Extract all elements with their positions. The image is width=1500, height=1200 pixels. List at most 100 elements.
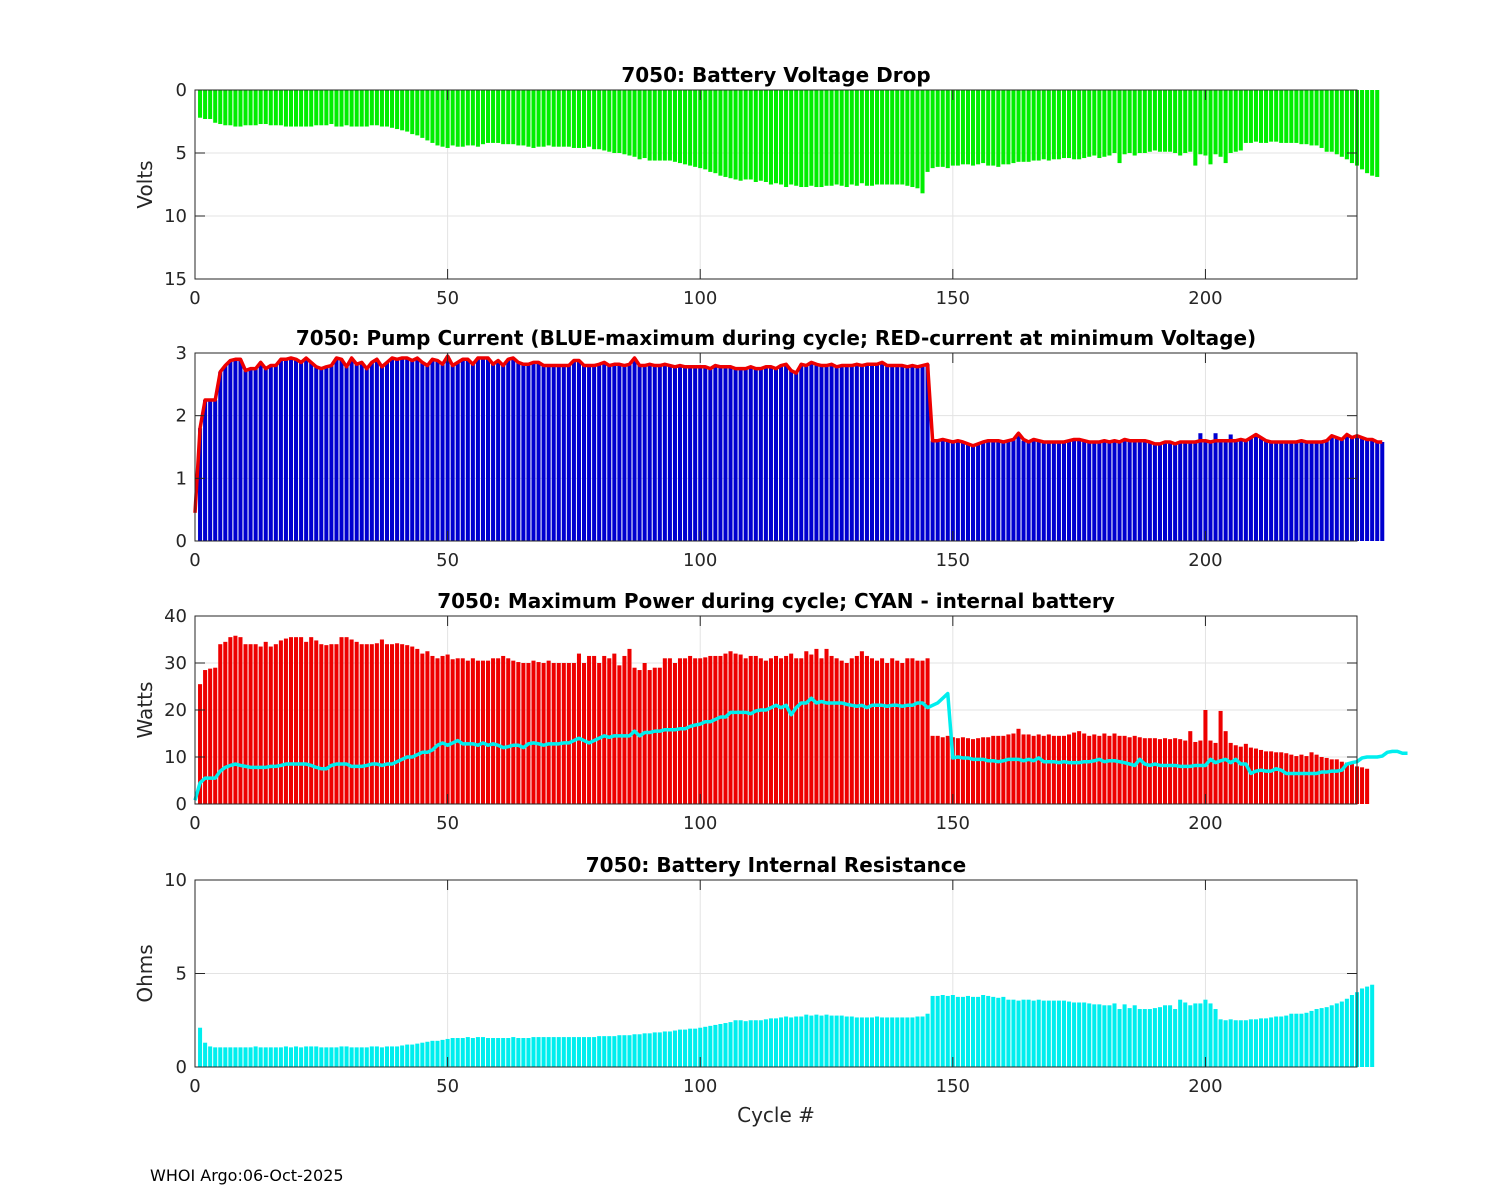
bar — [789, 370, 794, 541]
bar — [1334, 759, 1339, 804]
bar — [1188, 90, 1193, 152]
bar — [1087, 735, 1092, 804]
bar — [420, 653, 425, 804]
bar — [991, 90, 996, 166]
bar — [354, 90, 359, 127]
bar — [288, 90, 294, 127]
bar — [976, 996, 981, 1068]
chart-panel-2: 0 50 100 150 200 0 1 2 3 7050: Pump Current (BLUE… — [176, 326, 1385, 571]
bar — [1203, 440, 1208, 541]
bar — [1198, 433, 1203, 541]
bar — [738, 90, 743, 181]
bar — [1163, 441, 1168, 541]
bar — [541, 90, 546, 147]
bar — [672, 663, 677, 804]
bar — [1021, 999, 1026, 1067]
bar — [718, 655, 723, 804]
bar — [213, 90, 218, 123]
bar — [607, 365, 612, 541]
bar — [1097, 441, 1102, 541]
bar — [1253, 434, 1258, 541]
bar — [379, 1047, 384, 1067]
bar — [420, 1042, 425, 1067]
bar — [405, 645, 410, 804]
bar — [768, 90, 773, 185]
bar — [1208, 1003, 1213, 1067]
bar — [541, 663, 546, 804]
bar — [981, 995, 986, 1067]
bar — [915, 660, 920, 804]
bar — [218, 90, 223, 125]
bar — [981, 90, 986, 164]
bar — [430, 1040, 435, 1067]
bar — [945, 440, 950, 541]
bar — [455, 1038, 460, 1067]
bar — [1152, 443, 1157, 541]
bar — [1289, 441, 1294, 541]
y-tick-label: 1 — [176, 468, 187, 489]
bar — [238, 359, 243, 541]
bar — [253, 1046, 258, 1067]
bar — [819, 365, 824, 541]
bar — [733, 368, 738, 541]
bar — [708, 1025, 713, 1067]
bar — [1067, 90, 1072, 159]
bar — [996, 735, 1001, 804]
bar — [1309, 441, 1314, 541]
bar — [900, 90, 905, 185]
bar — [561, 365, 566, 541]
bar — [1011, 733, 1016, 804]
bar — [900, 663, 905, 804]
bar — [1309, 752, 1314, 804]
bar — [794, 1016, 799, 1067]
bar — [278, 359, 283, 541]
series-line — [193, 354, 1383, 513]
x-axis-label: Cycle # — [737, 1103, 815, 1127]
bar — [213, 667, 218, 804]
bar — [1365, 90, 1370, 174]
bar — [895, 660, 900, 804]
bar — [1026, 90, 1031, 162]
bar — [789, 90, 794, 185]
x-tick-label: 100 — [683, 813, 717, 834]
y-tick-label: 0 — [176, 80, 187, 101]
bar — [556, 663, 561, 804]
bar — [693, 1028, 698, 1067]
bar — [1147, 441, 1152, 541]
bar — [455, 90, 460, 147]
bar — [405, 90, 410, 132]
bar — [1092, 90, 1097, 156]
bar — [486, 1038, 491, 1067]
bar — [976, 738, 981, 804]
bar — [1006, 734, 1011, 804]
bar — [496, 360, 501, 541]
bar — [910, 90, 915, 188]
bar — [1132, 90, 1137, 156]
bar — [410, 90, 415, 135]
bar — [854, 364, 859, 541]
bar — [1092, 441, 1097, 541]
bar — [950, 441, 955, 541]
bar — [400, 644, 405, 804]
bar — [465, 359, 470, 541]
bar — [824, 365, 829, 541]
bar — [506, 1038, 511, 1067]
bar — [576, 360, 581, 541]
bar — [258, 362, 263, 541]
bar — [1036, 440, 1041, 541]
bar — [1122, 735, 1127, 804]
bar — [1112, 90, 1117, 153]
bar — [339, 637, 344, 804]
bar — [1188, 1005, 1193, 1067]
bar — [309, 362, 314, 541]
bar — [450, 365, 455, 541]
bar — [814, 364, 819, 541]
bar — [511, 660, 516, 804]
x-tick-label: 200 — [1188, 813, 1222, 834]
bar — [1289, 754, 1294, 804]
x-tick-label: 0 — [189, 813, 200, 834]
bar — [859, 1017, 864, 1067]
bar — [1031, 1000, 1036, 1067]
bar — [789, 653, 794, 804]
